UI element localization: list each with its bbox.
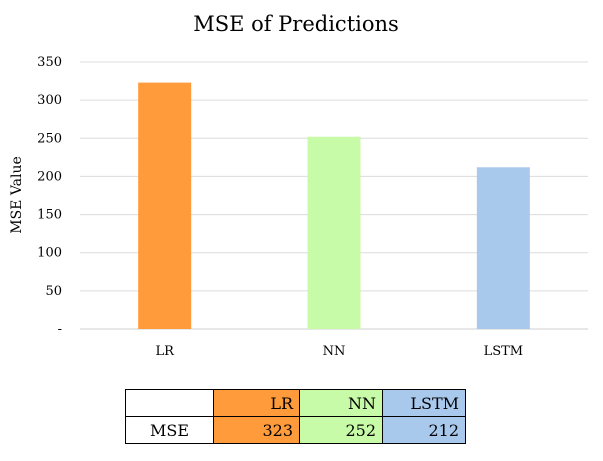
bar-nn bbox=[307, 136, 361, 329]
table-corner-cell bbox=[125, 389, 214, 417]
table-header-lstm: LSTM bbox=[382, 389, 466, 417]
y-tick-label: 250 bbox=[37, 131, 62, 146]
x-tick-label: LSTM bbox=[484, 344, 524, 359]
y-tick-label: 350 bbox=[37, 55, 62, 70]
bar-lstm bbox=[476, 167, 530, 329]
table-cell-lr: 323 bbox=[213, 416, 300, 444]
table-row: MSE 323 252 212 bbox=[125, 416, 466, 444]
table-cell-lstm: 212 bbox=[382, 416, 466, 444]
y-tick-label: 200 bbox=[37, 169, 62, 184]
x-tick-label: NN bbox=[323, 344, 346, 359]
y-tick-labels: - 50 100 150 200 250 300 350 bbox=[37, 55, 62, 337]
bars bbox=[138, 82, 530, 330]
chart-title: MSE of Predictions bbox=[193, 12, 399, 36]
chart-area: MSE of Predictions MSE Value - 50 100 150 20… bbox=[9, 12, 588, 359]
y-tick-label: 100 bbox=[37, 246, 62, 261]
table-header-nn: NN bbox=[299, 389, 383, 417]
x-tick-label: LR bbox=[155, 344, 175, 359]
table-header-row: LR NN LSTM bbox=[125, 389, 466, 417]
y-tick-label: 300 bbox=[37, 93, 62, 108]
data-table: LR NN LSTM MSE 323 252 212 bbox=[125, 389, 466, 444]
table-cell-nn: 252 bbox=[299, 416, 383, 444]
table-row-label: MSE bbox=[125, 416, 214, 444]
y-tick-label: 50 bbox=[45, 284, 62, 299]
bar-lr bbox=[138, 82, 192, 330]
y-tick-label: 150 bbox=[37, 208, 62, 223]
table-header-lr: LR bbox=[213, 389, 300, 417]
y-axis-label: MSE Value bbox=[9, 156, 25, 234]
y-tick-label: - bbox=[58, 322, 62, 337]
x-tick-labels: LR NN LSTM bbox=[155, 344, 523, 359]
